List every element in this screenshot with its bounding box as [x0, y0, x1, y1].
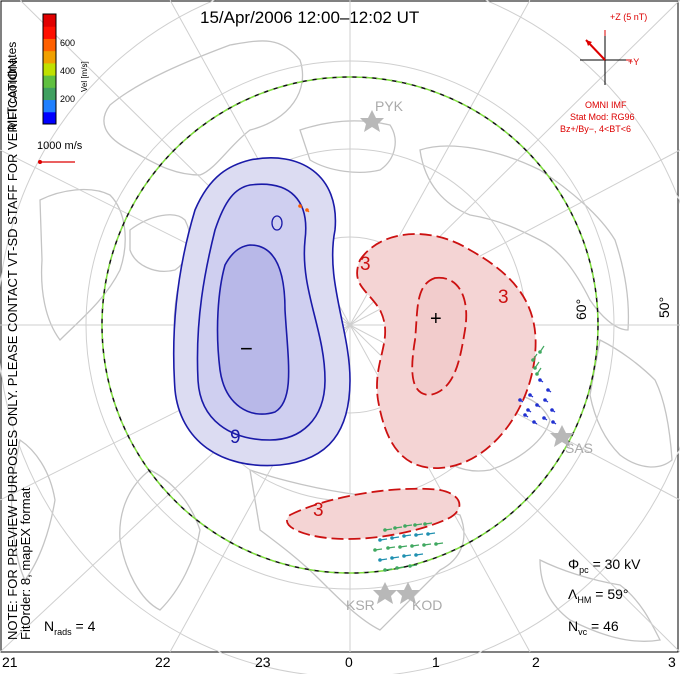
colorbar-swatch — [43, 99, 56, 113]
velocity-point — [434, 542, 438, 546]
colorbar-outline — [42, 13, 57, 125]
velocity-point — [390, 556, 394, 560]
velocity-point — [538, 378, 542, 382]
velocity-point — [395, 566, 399, 570]
velocity-point — [393, 526, 397, 530]
radar-label-ksr: KSR — [346, 597, 375, 613]
imf-clock — [580, 30, 632, 85]
hm-boundary-green — [101, 76, 599, 574]
potential-min-marker: − — [240, 336, 253, 361]
colorbar-swatch — [43, 62, 56, 76]
velocity-point — [423, 522, 427, 526]
velocity-point — [551, 420, 555, 424]
radar-label-kod: KOD — [412, 597, 443, 613]
velocity-point — [386, 546, 390, 550]
coords-label: MLT coordinates — [5, 41, 19, 130]
mlt-label-21: 21 — [2, 654, 18, 670]
negative-potential-cell — [172, 157, 351, 467]
velocity-point — [398, 545, 402, 549]
velocity-point — [523, 413, 527, 417]
colorbar-swatch — [43, 14, 56, 27]
velocity-point — [402, 534, 406, 538]
map-frame — [0, 0, 679, 653]
mlt-label-3: 3 — [668, 654, 676, 670]
velocity-point — [532, 420, 536, 424]
contour-label-neg: 9 — [230, 427, 241, 448]
velocity-point — [383, 528, 387, 532]
velocity-point — [526, 408, 530, 412]
mlt-label-0: 0 — [345, 654, 353, 670]
colorbar-swatch — [43, 50, 56, 64]
velocity-point — [550, 408, 554, 412]
colorbar-tick-600: 600 — [60, 38, 76, 48]
velocity-point — [528, 393, 532, 397]
vector-scale-label: 1000 m/s — [37, 140, 83, 152]
imf-condition: Bz+/By−, 4<BT<6 — [560, 124, 632, 134]
radar-label-pyk: PYK — [375, 98, 404, 114]
velocity-point — [373, 548, 377, 552]
velocity-point — [414, 553, 418, 557]
colorbar-swatch — [43, 26, 56, 39]
imf-stat-mod: Stat Mod: RG96 — [570, 112, 635, 122]
note-line-2: FitOrder: 8, mapEX format — [18, 487, 33, 640]
velocity-point — [402, 554, 406, 558]
colorbar-swatch — [43, 38, 56, 52]
velocity-point — [305, 208, 309, 212]
velocity-point — [426, 532, 430, 536]
velocity-point — [533, 366, 537, 370]
mlt-label-1: 1 — [432, 654, 440, 670]
contour-label-pos-a: 3 — [360, 254, 371, 275]
colorbar-tick-200: 200 — [60, 94, 76, 104]
velocity-point — [378, 558, 382, 562]
velocity-point — [414, 533, 418, 537]
radar-label-sas: SAS — [565, 440, 594, 456]
latitude-label-60: 60° — [573, 298, 589, 320]
velocity-point — [410, 544, 414, 548]
positive-potential-cell — [286, 233, 537, 540]
velocity-point — [538, 350, 542, 354]
contour-label-pos-b: 3 — [498, 287, 509, 308]
velocity-point — [535, 403, 539, 407]
velocity-point — [518, 398, 522, 402]
mlt-label-22: 22 — [155, 654, 171, 670]
mlt-label-23: 23 — [255, 654, 271, 670]
velocity-point — [535, 372, 539, 376]
stat-n-vc: Nvc = 46 — [568, 618, 619, 637]
velocity-point — [390, 536, 394, 540]
imf-source: OMNI IMF — [585, 100, 627, 110]
latitude-label-50: 50° — [656, 296, 672, 318]
colorbar-title: Vel [m/s] — [80, 61, 89, 92]
velocity-point — [543, 398, 547, 402]
vector-scale — [38, 160, 75, 164]
velocity-point — [383, 568, 387, 572]
colorbar-swatch — [43, 75, 56, 88]
velocity-point — [542, 416, 546, 420]
coastlines — [10, 40, 673, 642]
colorbar-swatch — [43, 111, 56, 125]
stat-phi-pc: Φpc = 30 kV — [568, 556, 641, 575]
colorbar-tick-400: 400 — [60, 66, 76, 76]
velocity-point — [422, 543, 426, 547]
velocity-point — [546, 388, 550, 392]
velocity-point — [408, 564, 412, 568]
velocity-point — [298, 204, 302, 208]
velocity-point — [378, 538, 382, 542]
velocity-point — [531, 358, 535, 362]
stat-lambda-hm: ΛHM = 59° — [568, 586, 629, 605]
mlt-label-2: 2 — [532, 654, 540, 670]
imf-by-label: +Y — [628, 57, 640, 67]
map-title: 15/Apr/2006 12:00–12:02 UT — [200, 8, 420, 27]
radar-sites — [360, 110, 574, 604]
contour-label-pos-c: 3 — [313, 500, 324, 521]
velocity-point — [403, 524, 407, 528]
stat-n-rads: Nrads = 4 — [44, 618, 96, 637]
potential-max-marker: + — [430, 308, 442, 330]
colorbar-swatch — [43, 87, 56, 101]
velocity-point — [413, 523, 417, 527]
velocity-colorbar — [42, 13, 57, 125]
velocity-vectors — [298, 204, 557, 572]
imf-bz-label: +Z (5 nT) — [610, 12, 648, 22]
